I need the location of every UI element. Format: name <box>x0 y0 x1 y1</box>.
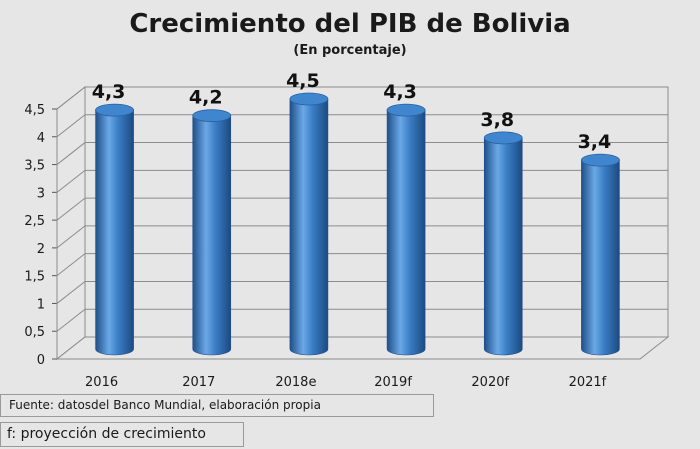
y-tick-label: 4,5 <box>24 103 45 118</box>
gridline <box>56 169 668 193</box>
y-tick-label: 0 <box>37 353 45 368</box>
x-category-label: 2020f <box>471 375 509 390</box>
chart-title: Crecimiento del PIB de Bolivia <box>129 9 570 39</box>
bar-top <box>483 131 523 145</box>
bar <box>581 153 620 356</box>
bar-top <box>581 153 620 167</box>
data-label: 4,2 <box>189 87 223 109</box>
y-tick-label: 1 <box>37 297 45 312</box>
gridline <box>56 197 668 221</box>
bar <box>192 109 232 356</box>
data-labels: 4,3 4,2 4,5 4,3 3,8 3,4 <box>92 70 612 153</box>
gridlines <box>56 86 668 360</box>
plot-floor <box>55 336 670 360</box>
data-label: 4,3 <box>383 81 417 103</box>
bar-top <box>386 103 426 117</box>
gridline <box>56 253 668 277</box>
y-tick-label: 2,5 <box>24 214 45 229</box>
y-tick-label: 3 <box>37 186 45 201</box>
y-tick-label: 3,5 <box>24 159 45 174</box>
gridline <box>56 114 668 138</box>
data-label: 3,4 <box>578 131 612 153</box>
bar-body <box>95 109 134 356</box>
source-note: Fuente: datosdel Banco Mundial, elaborac… <box>0 394 434 417</box>
gridline <box>56 86 668 110</box>
back-wall <box>84 86 669 338</box>
gridline <box>56 225 668 249</box>
bar <box>289 92 329 356</box>
gridline <box>56 280 668 304</box>
bar-body <box>289 98 329 356</box>
x-category-label: 2016 <box>85 375 118 390</box>
y-tick-label: 0,5 <box>24 325 45 340</box>
bar-body <box>483 137 523 356</box>
forecast-legend-note: f: proyección de crecimiento <box>0 422 244 447</box>
bar-top <box>192 109 232 123</box>
bar <box>483 131 523 356</box>
bar-body <box>581 159 620 356</box>
x-axis-categories: 2016 2017 2018e 2019f 2020f 2021f <box>85 375 607 390</box>
y-tick-label: 4 <box>37 131 45 146</box>
gridline <box>56 142 668 165</box>
bar-body <box>386 109 426 356</box>
bar <box>95 103 134 356</box>
data-label: 4,3 <box>92 81 126 103</box>
y-tick-label: 2 <box>37 242 45 257</box>
x-category-label: 2018e <box>275 375 316 390</box>
side-wall <box>56 85 86 361</box>
bars <box>95 92 620 356</box>
gdp-bar-chart: Crecimiento del PIB de Bolivia (En porce… <box>24 9 670 390</box>
chart-subtitle: (En porcentaje) <box>293 43 406 58</box>
bar <box>386 103 426 356</box>
plot-back-wall <box>56 85 669 361</box>
x-category-label: 2019f <box>374 375 412 390</box>
y-axis-ticks: 0 0,5 1 1,5 2 2,5 3 3,5 4 4,5 <box>24 103 58 368</box>
x-category-label: 2017 <box>182 375 215 390</box>
bar-body <box>192 115 232 356</box>
gridline <box>56 308 668 332</box>
data-label: 4,5 <box>286 70 320 92</box>
data-label: 3,8 <box>480 109 514 131</box>
x-category-label: 2021f <box>569 375 607 390</box>
bar-top <box>289 92 329 106</box>
y-tick-label: 1,5 <box>24 270 45 285</box>
bar-top <box>95 103 134 117</box>
floor <box>55 336 670 360</box>
